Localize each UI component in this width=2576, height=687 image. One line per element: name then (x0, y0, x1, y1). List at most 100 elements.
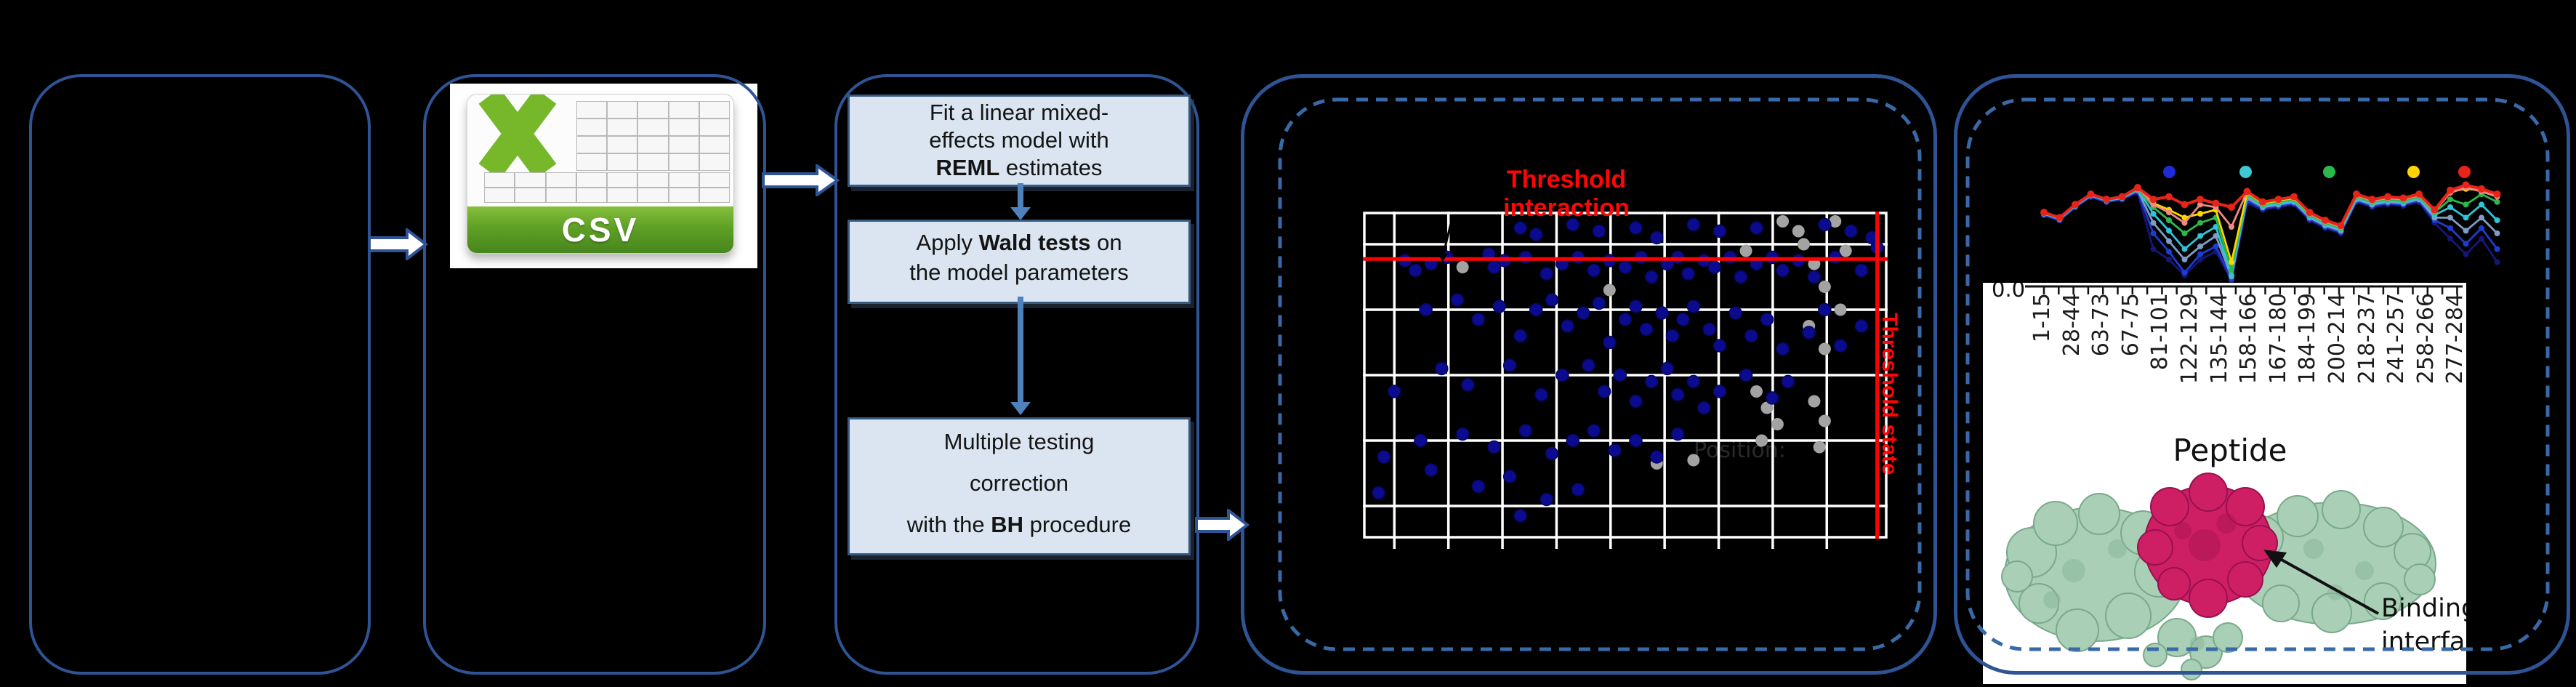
uptake-marker (2103, 196, 2110, 204)
scatter-point-not-significant (1813, 441, 1826, 454)
uptake-marker (2072, 201, 2079, 209)
scatter-point-significant (1545, 446, 1559, 461)
scatter-point-not-significant (1739, 244, 1752, 257)
scatter-point-significant (1650, 230, 1664, 245)
scatter-point-significant (1818, 217, 1832, 232)
binding-interface-arrow-icon (2263, 550, 2379, 615)
step3-line3: with the BH procedure (906, 512, 1132, 537)
scatter-point-significant (1571, 483, 1585, 497)
panel-3-statistical-workflow (834, 74, 1199, 675)
scatter-point-not-significant (1760, 401, 1774, 414)
uptake-marker (2181, 257, 2188, 262)
step2-line1: Apply Wald tests on (916, 230, 1122, 255)
flow-arrow-2-icon (762, 164, 840, 196)
scatter-point-significant (1513, 221, 1527, 235)
scatter-point-significant (1854, 263, 1869, 278)
scatter-point-significant (1419, 302, 1433, 317)
uptake-marker (2447, 186, 2454, 194)
scatter-point-significant (1686, 300, 1701, 313)
uptake-marker (2229, 259, 2234, 265)
scatter-point-significant (1534, 387, 1548, 402)
uptake-marker (2087, 190, 2095, 198)
scatter-point-significant (1844, 224, 1858, 238)
scatter-point-significant (1502, 470, 1517, 483)
scatter-point-significant (1670, 387, 1685, 402)
scatter-point-not-significant (1687, 454, 1700, 467)
legend-dot-4 (2458, 166, 2471, 178)
scatter-point-significant (1592, 296, 1606, 310)
scatter-point-significant (1582, 358, 1595, 372)
scatter-point-significant (1802, 326, 1816, 340)
scatter-point-significant (1539, 492, 1553, 507)
scatter-point-significant (1707, 260, 1721, 274)
scatter-point-significant (1424, 463, 1438, 477)
uptake-marker (2166, 238, 2172, 244)
scatter-point-significant (1545, 293, 1559, 307)
step3-line2: correction (969, 470, 1069, 496)
scatter-point-significant (1670, 427, 1685, 441)
scatter-point-significant (1776, 342, 1790, 356)
uptake-marker (2494, 217, 2500, 223)
uptake-marker (2181, 214, 2188, 221)
uptake-marker (2463, 228, 2469, 234)
uptake-marker (2290, 193, 2298, 201)
scatter-point-significant (1529, 228, 1543, 241)
scatter-point-significant (1728, 306, 1742, 320)
uptake-marker (2197, 244, 2203, 249)
uptake-marker (2463, 214, 2469, 221)
scatter-point-significant (1644, 270, 1659, 284)
panel-2-csv-input (423, 74, 766, 675)
scatter-point-significant (1655, 306, 1669, 320)
scatter-point-significant (1644, 374, 1659, 389)
scatter-point-significant (1629, 300, 1643, 313)
step3-line1: Multiple testing (943, 429, 1095, 454)
scatter-point-significant (1629, 221, 1643, 235)
workflow-step-1: Fit a linear mixed- effects model with R… (848, 95, 1191, 187)
scatter-point-significant (1686, 217, 1701, 232)
csv-label: CSV (561, 211, 640, 249)
scatter-point-not-significant (1456, 261, 1469, 273)
uptake-marker (2415, 190, 2423, 198)
scatter-point-significant (1712, 339, 1727, 353)
scatter-point-significant (1455, 427, 1470, 441)
uptake-marker (2353, 190, 2360, 198)
scatter-point-significant (1587, 263, 1601, 278)
uptake-marker (2337, 222, 2345, 230)
scatter-point-significant (1833, 339, 1848, 353)
scatter-point-significant (1744, 329, 1758, 343)
dashed-outline-volcano (1278, 97, 1922, 651)
scatter-point-significant (1372, 486, 1385, 500)
uptake-marker (2228, 204, 2235, 211)
peptide-axis (2025, 285, 2463, 294)
scatter-point-significant (1561, 319, 1574, 333)
uptake-marker (2212, 199, 2220, 207)
scatter-point-significant (1539, 267, 1553, 281)
uptake-marker (2166, 228, 2172, 234)
results-image: 0.0 1-15 28-44 63-73 67-75 81-101 122-129 135-… (1983, 283, 2466, 684)
uptake-marker (2150, 220, 2157, 226)
uptake-marker (2479, 236, 2484, 242)
uptake-marker (2181, 270, 2188, 276)
scatter-point-not-significant (1603, 284, 1616, 297)
scatter-point-significant (1760, 313, 1774, 326)
uptake-marker (2166, 249, 2172, 255)
uptake-marker (2259, 198, 2266, 206)
scatter-point-significant (1529, 302, 1543, 317)
y-axis-tick-label: 0.0 (1992, 283, 2026, 302)
scatter-point-not-significant (1818, 342, 1831, 355)
scatter-point-significant (1608, 443, 1622, 457)
uptake-marker (2197, 251, 2203, 257)
uptake-marker (2166, 257, 2172, 262)
uptake-marker (2447, 225, 2453, 231)
scatter-point-significant (1681, 267, 1695, 281)
flow-arrow-1-icon (368, 228, 429, 260)
scatter-point-significant (1518, 424, 1533, 438)
dashed-outline-results (1965, 97, 2550, 651)
uptake-marker (2197, 220, 2203, 226)
uptake-marker (2463, 241, 2469, 247)
annotation-arrow-icon (1441, 217, 1454, 257)
uptake-marker (2197, 233, 2203, 239)
uptake-marker (2197, 211, 2203, 217)
scatter-point-significant (1781, 374, 1795, 389)
scatter-point-significant (1807, 270, 1822, 284)
